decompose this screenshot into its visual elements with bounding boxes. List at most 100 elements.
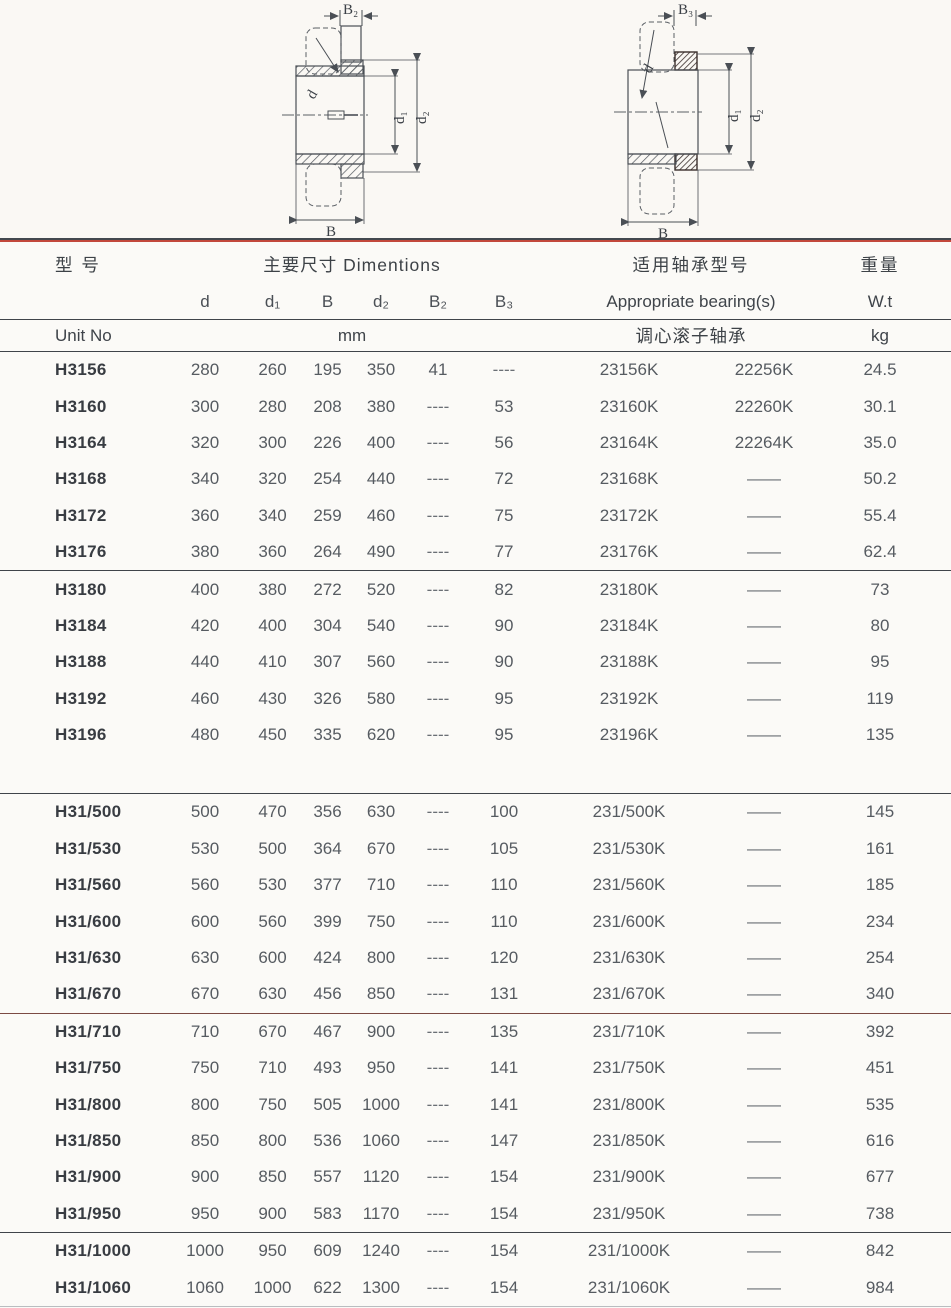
dim-B3: ---- <box>492 360 516 380</box>
dim-B3: 131 <box>489 984 519 1004</box>
dim-B3: 110 <box>490 875 518 895</box>
dim-B: 326 <box>313 688 342 708</box>
dim-d: 900 <box>190 1167 220 1187</box>
table-row: H31/630 630 600 424 800 ---- 120 231/630… <box>0 940 951 976</box>
dim-B2: ---- <box>426 1241 450 1261</box>
dim-B2: ---- <box>426 469 450 489</box>
dim-B3: 100 <box>489 802 519 822</box>
group-separator <box>0 1231 951 1233</box>
dim-B: 356 <box>313 802 342 822</box>
unit-no: H3196 <box>55 725 107 745</box>
dim-B3: 95 <box>494 725 514 745</box>
dim-B2: ---- <box>426 875 450 895</box>
table-row: H3164 320 300 226 400 ---- 56 23164K 222… <box>0 425 951 461</box>
dim-d2: 750 <box>366 911 396 931</box>
bearing-ref-2: —— <box>747 984 781 1004</box>
dim-d: 530 <box>190 838 220 858</box>
dim-d2: 560 <box>366 652 396 672</box>
dim-d: 950 <box>190 1203 220 1223</box>
weight-kg: 161 <box>865 838 895 858</box>
weight-kg: 234 <box>865 911 895 931</box>
bearing-ref-2: —— <box>747 469 781 489</box>
bearing-ref-1: 231/900K <box>592 1167 666 1187</box>
dim-d: 630 <box>190 948 220 968</box>
dim-B2: ---- <box>426 1021 450 1041</box>
technical-drawings: B₂ d <box>0 0 951 240</box>
sleeve-b3-svg: B₃ d <box>614 2 764 238</box>
dim-B: 583 <box>313 1203 342 1223</box>
dim-d1: 470 <box>258 802 287 822</box>
bearing-ref-2: —— <box>747 542 781 562</box>
dim-B: 208 <box>313 396 342 416</box>
table-row: H31/560 560 530 377 710 ---- 110 231/560… <box>0 867 951 903</box>
dim-B2: ---- <box>426 1203 450 1223</box>
dim-d2: 850 <box>366 984 396 1004</box>
dim-d: 440 <box>190 652 220 672</box>
dim-d2: 400 <box>366 432 396 452</box>
unit-no: H3172 <box>55 505 107 525</box>
dim-d: 280 <box>190 360 220 380</box>
dim-B3: 56 <box>494 432 514 452</box>
dim-B: 226 <box>313 432 342 452</box>
dim-label-d1: d₁ <box>726 109 742 122</box>
unit-no: H3180 <box>55 579 107 599</box>
dim-d: 340 <box>190 469 220 489</box>
dim-B2: ---- <box>426 396 450 416</box>
dim-d2: 350 <box>366 360 396 380</box>
table-row: H31/1060 1060 1000 622 1300 ---- 154 231… <box>0 1269 951 1305</box>
unit-no: H31/950 <box>55 1203 122 1223</box>
bearing-ref-2: 22256K <box>734 360 794 380</box>
unit-no: H3188 <box>55 652 107 672</box>
dim-B2: ---- <box>426 652 450 672</box>
dim-d2: 440 <box>366 469 396 489</box>
dim-d: 670 <box>190 984 220 1004</box>
bearing-ref-2: 22260K <box>734 396 794 416</box>
dim-B3: 90 <box>494 652 514 672</box>
dim-B3: 110 <box>490 911 518 931</box>
dim-d2: 490 <box>366 542 396 562</box>
table-row: H31/900 900 850 557 1120 ---- 154 231/90… <box>0 1159 951 1195</box>
table-row: H31/750 750 710 493 950 ---- 141 231/750… <box>0 1050 951 1086</box>
dim-B: 272 <box>313 579 342 599</box>
weight-kg: 984 <box>865 1277 895 1297</box>
bearing-ref-2: —— <box>747 1277 781 1297</box>
dim-d2: 630 <box>366 802 396 822</box>
unit-no: H31/530 <box>55 838 122 858</box>
header-divider <box>0 319 951 320</box>
dim-d2: 580 <box>366 688 396 708</box>
dim-B: 493 <box>313 1058 342 1078</box>
dim-d1: 300 <box>258 432 287 452</box>
dim-d1: 530 <box>258 875 287 895</box>
table-row: H31/530 530 500 364 670 ---- 105 231/530… <box>0 831 951 867</box>
dim-label-d2: d₂ <box>414 111 430 124</box>
dim-B2: ---- <box>426 948 450 968</box>
bearing-ref-1: 231/1060K <box>587 1277 671 1297</box>
bottom-rule <box>0 1306 951 1307</box>
dim-B2: ---- <box>426 505 450 525</box>
dim-d2: 900 <box>366 1021 396 1041</box>
dim-label-d2: d₂ <box>748 109 764 122</box>
dim-B: 399 <box>313 911 342 931</box>
dim-B2: ---- <box>426 542 450 562</box>
dim-d1: 710 <box>258 1058 287 1078</box>
dim-B2: ---- <box>426 838 450 858</box>
dim-B3: 120 <box>489 948 519 968</box>
dim-B3: 75 <box>494 505 514 525</box>
dim-d1: 630 <box>258 984 287 1004</box>
dim-d2: 1120 <box>362 1167 400 1187</box>
dim-B: 424 <box>313 948 342 968</box>
bearing-ref-1: 23180K <box>599 579 659 599</box>
bearing-ref-1: 23188K <box>599 652 659 672</box>
dim-d: 600 <box>190 911 220 931</box>
weight-kg: 95 <box>870 652 890 672</box>
bearing-ref-2: 22264K <box>734 432 794 452</box>
dim-d: 850 <box>190 1131 220 1150</box>
dim-B: 467 <box>313 1021 342 1041</box>
dim-d2: 950 <box>366 1058 396 1078</box>
dim-label-b2: B₂ <box>343 2 358 18</box>
bearing-ref-1: 23192K <box>599 688 659 708</box>
bearing-ref-2: —— <box>747 875 781 895</box>
unit-no: H3176 <box>55 542 107 562</box>
dim-d2: 1240 <box>362 1241 400 1261</box>
